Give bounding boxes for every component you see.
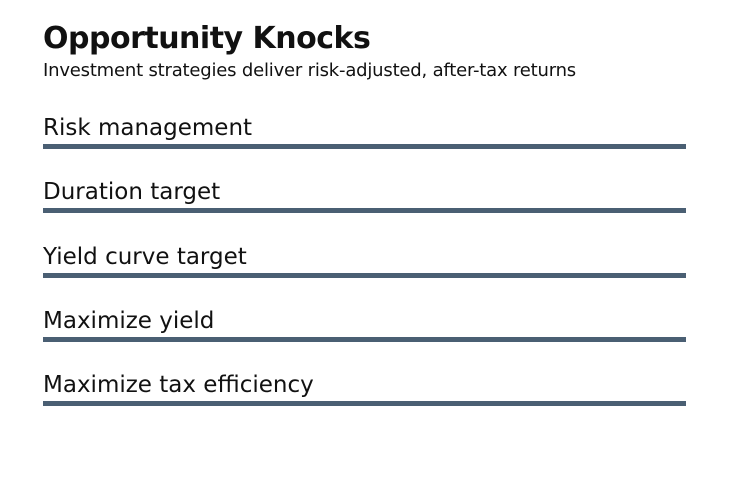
list-item-label: Risk management (43, 115, 253, 141)
divider-bar (43, 401, 686, 406)
divider-bar (43, 208, 686, 213)
list-item-yield-curve-target: Yield curve target (43, 243, 686, 283)
list-item-duration-target: Duration target (43, 178, 686, 218)
list-item-risk-management: Risk management (43, 114, 686, 154)
list-item-maximize-tax-efficiency: Maximize tax efficiency (43, 371, 686, 411)
page-subtitle: Investment strategies deliver risk-adjus… (43, 60, 576, 81)
divider-bar (43, 337, 686, 342)
list-item-label: Maximize tax efficiency (43, 372, 314, 398)
list-item-label: Maximize yield (43, 308, 215, 334)
page-title: Opportunity Knocks (43, 21, 371, 56)
list-item-label: Duration target (43, 179, 221, 205)
divider-bar (43, 273, 686, 278)
divider-bar (43, 144, 686, 149)
list-item-label: Yield curve target (43, 244, 247, 270)
list-item-maximize-yield: Maximize yield (43, 307, 686, 347)
